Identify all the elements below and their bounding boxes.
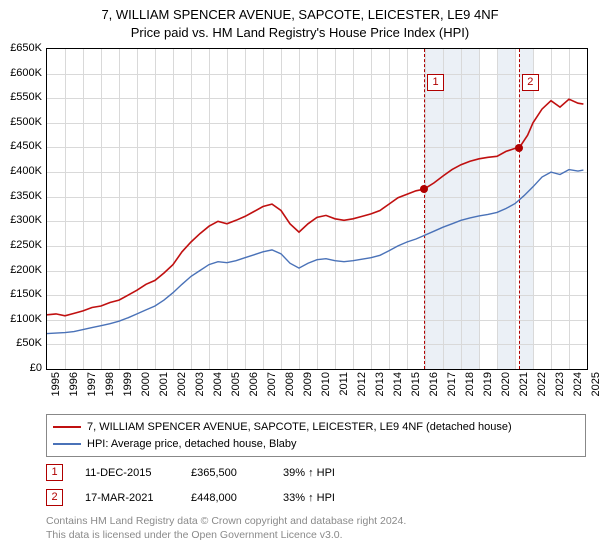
footer-line-2: This data is licensed under the Open Gov…	[46, 529, 343, 541]
y-axis-label: £0	[0, 362, 42, 374]
y-axis-label: £600K	[0, 67, 42, 79]
sale-date: 17-MAR-2021	[85, 492, 169, 504]
x-axis-label: 2024	[572, 372, 584, 396]
x-axis-label: 2006	[248, 372, 260, 396]
chart-title: 7, WILLIAM SPENCER AVENUE, SAPCOTE, LEIC…	[0, 0, 600, 41]
sale-dot	[420, 185, 428, 193]
x-axis-label: 2009	[302, 372, 314, 396]
x-axis-label: 2002	[176, 372, 188, 396]
legend-item: HPI: Average price, detached house, Blab…	[53, 436, 579, 453]
legend-swatch-hpi	[53, 443, 81, 445]
legend-label: 7, WILLIAM SPENCER AVENUE, SAPCOTE, LEIC…	[87, 419, 512, 436]
x-axis-label: 2014	[392, 372, 404, 396]
x-axis-label: 2018	[464, 372, 476, 396]
chart-lines	[47, 49, 587, 369]
y-axis-label: £250K	[0, 239, 42, 251]
x-axis-label: 2022	[536, 372, 548, 396]
x-axis-label: 1998	[104, 372, 116, 396]
x-axis-label: 2001	[158, 372, 170, 396]
x-axis-label: 2008	[284, 372, 296, 396]
table-row: 1 11-DEC-2015 £365,500 39% ↑ HPI	[46, 460, 586, 485]
sale-price: £448,000	[191, 492, 261, 504]
title-line-1: 7, WILLIAM SPENCER AVENUE, SAPCOTE, LEIC…	[101, 7, 498, 22]
sale-date: 11-DEC-2015	[85, 467, 169, 479]
x-axis-label: 2020	[500, 372, 512, 396]
x-axis-label: 2003	[194, 372, 206, 396]
sale-marker-icon: 2	[46, 489, 63, 506]
footer-line-1: Contains HM Land Registry data © Crown c…	[46, 515, 406, 527]
x-axis-label: 2025	[590, 372, 600, 396]
x-axis-label: 2011	[338, 372, 350, 396]
sales-table: 1 11-DEC-2015 £365,500 39% ↑ HPI 2 17-MA…	[46, 460, 586, 510]
x-axis-label: 2023	[554, 372, 566, 396]
y-axis-label: £450K	[0, 140, 42, 152]
y-axis-label: £500K	[0, 116, 42, 128]
y-axis-label: £300K	[0, 214, 42, 226]
x-axis-label: 2017	[446, 372, 458, 396]
x-axis-label: 1997	[86, 372, 98, 396]
legend-item: 7, WILLIAM SPENCER AVENUE, SAPCOTE, LEIC…	[53, 419, 579, 436]
y-axis-label: £100K	[0, 313, 42, 325]
x-axis-label: 2000	[140, 372, 152, 396]
x-axis-label: 2015	[410, 372, 422, 396]
x-axis-label: 2013	[374, 372, 386, 396]
y-axis-label: £200K	[0, 264, 42, 276]
price-chart: 12	[46, 48, 588, 370]
y-axis-label: £50K	[0, 337, 42, 349]
x-axis-label: 1995	[50, 372, 62, 396]
series-subject	[47, 99, 583, 316]
x-axis-label: 2010	[320, 372, 332, 396]
legend-label: HPI: Average price, detached house, Blab…	[87, 436, 297, 453]
title-line-2: Price paid vs. HM Land Registry's House …	[131, 25, 469, 40]
x-axis-label: 2007	[266, 372, 278, 396]
x-axis-label: 2021	[518, 372, 530, 396]
x-axis-label: 2005	[230, 372, 242, 396]
y-axis-label: £650K	[0, 42, 42, 54]
sale-dot	[515, 144, 523, 152]
y-axis-label: £150K	[0, 288, 42, 300]
y-axis-label: £400K	[0, 165, 42, 177]
x-axis-label: 1999	[122, 372, 134, 396]
attribution-footer: Contains HM Land Registry data © Crown c…	[46, 514, 586, 542]
x-axis-label: 2019	[482, 372, 494, 396]
y-axis-label: £350K	[0, 190, 42, 202]
series-hpi	[47, 170, 583, 334]
x-axis-label: 1996	[68, 372, 80, 396]
x-axis-label: 2004	[212, 372, 224, 396]
sale-marker-icon: 1	[46, 464, 63, 481]
x-axis-label: 2012	[356, 372, 368, 396]
sale-hpi-delta: 39% ↑ HPI	[283, 467, 393, 479]
y-axis-label: £550K	[0, 91, 42, 103]
chart-legend: 7, WILLIAM SPENCER AVENUE, SAPCOTE, LEIC…	[46, 414, 586, 457]
x-axis-label: 2016	[428, 372, 440, 396]
table-row: 2 17-MAR-2021 £448,000 33% ↑ HPI	[46, 485, 586, 510]
sale-price: £365,500	[191, 467, 261, 479]
legend-swatch-subject	[53, 426, 81, 428]
sale-hpi-delta: 33% ↑ HPI	[283, 492, 393, 504]
